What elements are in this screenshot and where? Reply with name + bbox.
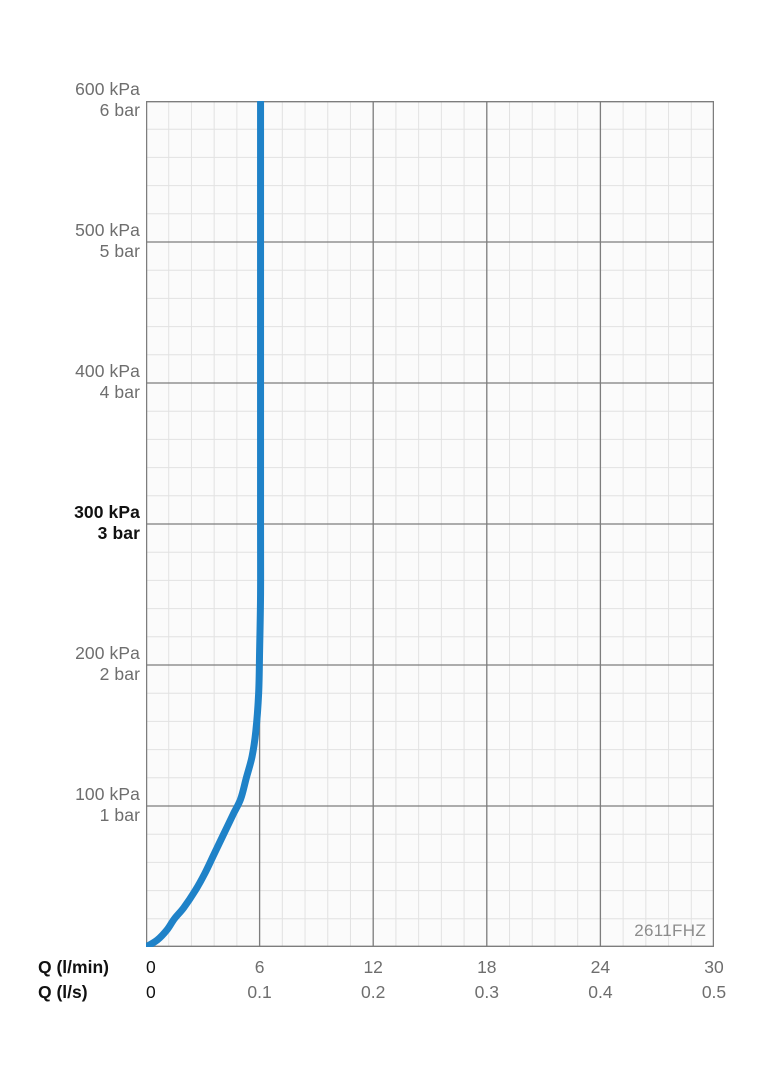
x-axis-label-lmin: Q (l/min) — [38, 957, 109, 977]
x-axis-label-ls: Q (l/s) — [38, 982, 88, 1002]
x-tick-ls: 0.1 — [247, 982, 272, 1002]
x-tick-lmin: 12 — [363, 957, 383, 977]
y-tick-kpa: 300 kPa — [74, 502, 140, 522]
y-tick-bar: 2 bar — [99, 664, 140, 684]
curve-path — [146, 101, 265, 947]
y-tick-label-300: 300 kPa 3 bar — [0, 502, 140, 544]
x-axis-label-group: Q (l/min) Q (l/s) — [38, 955, 148, 1005]
x-tick-label-12: 12 0.2 — [328, 955, 418, 1005]
y-tick-kpa: 600 kPa — [75, 79, 140, 99]
y-tick-bar: 3 bar — [97, 523, 140, 543]
y-tick-label-200: 200 kPa 2 bar — [0, 643, 140, 685]
x-tick-lmin: 24 — [590, 957, 611, 977]
y-tick-bar: 4 bar — [99, 382, 140, 402]
y-tick-bar: 1 bar — [99, 805, 140, 825]
y-tick-label-500: 500 kPa 5 bar — [0, 220, 140, 262]
x-tick-label-24: 24 0.4 — [555, 955, 645, 1005]
x-tick-ls: 0.4 — [588, 982, 613, 1002]
y-tick-kpa: 100 kPa — [75, 784, 140, 804]
product-code-watermark: 2611FHZ — [634, 921, 706, 940]
x-tick-lmin: 18 — [477, 957, 497, 977]
y-tick-kpa: 500 kPa — [75, 220, 140, 240]
y-tick-kpa: 400 kPa — [75, 361, 140, 381]
x-tick-label-18: 18 0.3 — [442, 955, 532, 1005]
y-tick-bar: 5 bar — [99, 241, 140, 261]
y-axis-labels: 600 kPa 6 bar 500 kPa 5 bar 400 kPa 4 bar 300 … — [0, 0, 140, 1080]
x-tick-lmin: 6 — [254, 957, 265, 977]
x-tick-ls: 0.2 — [361, 982, 386, 1002]
x-tick-label-6: 6 0.1 — [215, 955, 305, 1005]
x-tick-ls: 0.3 — [474, 982, 499, 1002]
y-tick-bar: 6 bar — [99, 100, 140, 120]
y-tick-kpa: 200 kPa — [75, 643, 140, 663]
x-tick-lmin: 30 — [704, 957, 724, 977]
plot-area: 2611FHZ — [146, 101, 714, 947]
x-tick-label-30: 30 0.5 — [669, 955, 759, 1005]
x-tick-lmin: 0 — [146, 957, 156, 977]
flow-curve — [146, 101, 265, 947]
x-axis-ticks: 0 0 6 0.1 12 0.2 18 0.3 24 0.4 30 0.5 — [0, 955, 764, 1015]
x-tick-ls: 0 — [146, 982, 156, 1002]
y-tick-label-600: 600 kPa 6 bar — [0, 79, 140, 121]
y-tick-label-400: 400 kPa 4 bar — [0, 361, 140, 403]
y-tick-label-100: 100 kPa 1 bar — [0, 784, 140, 826]
x-tick-ls: 0.5 — [701, 982, 727, 1002]
